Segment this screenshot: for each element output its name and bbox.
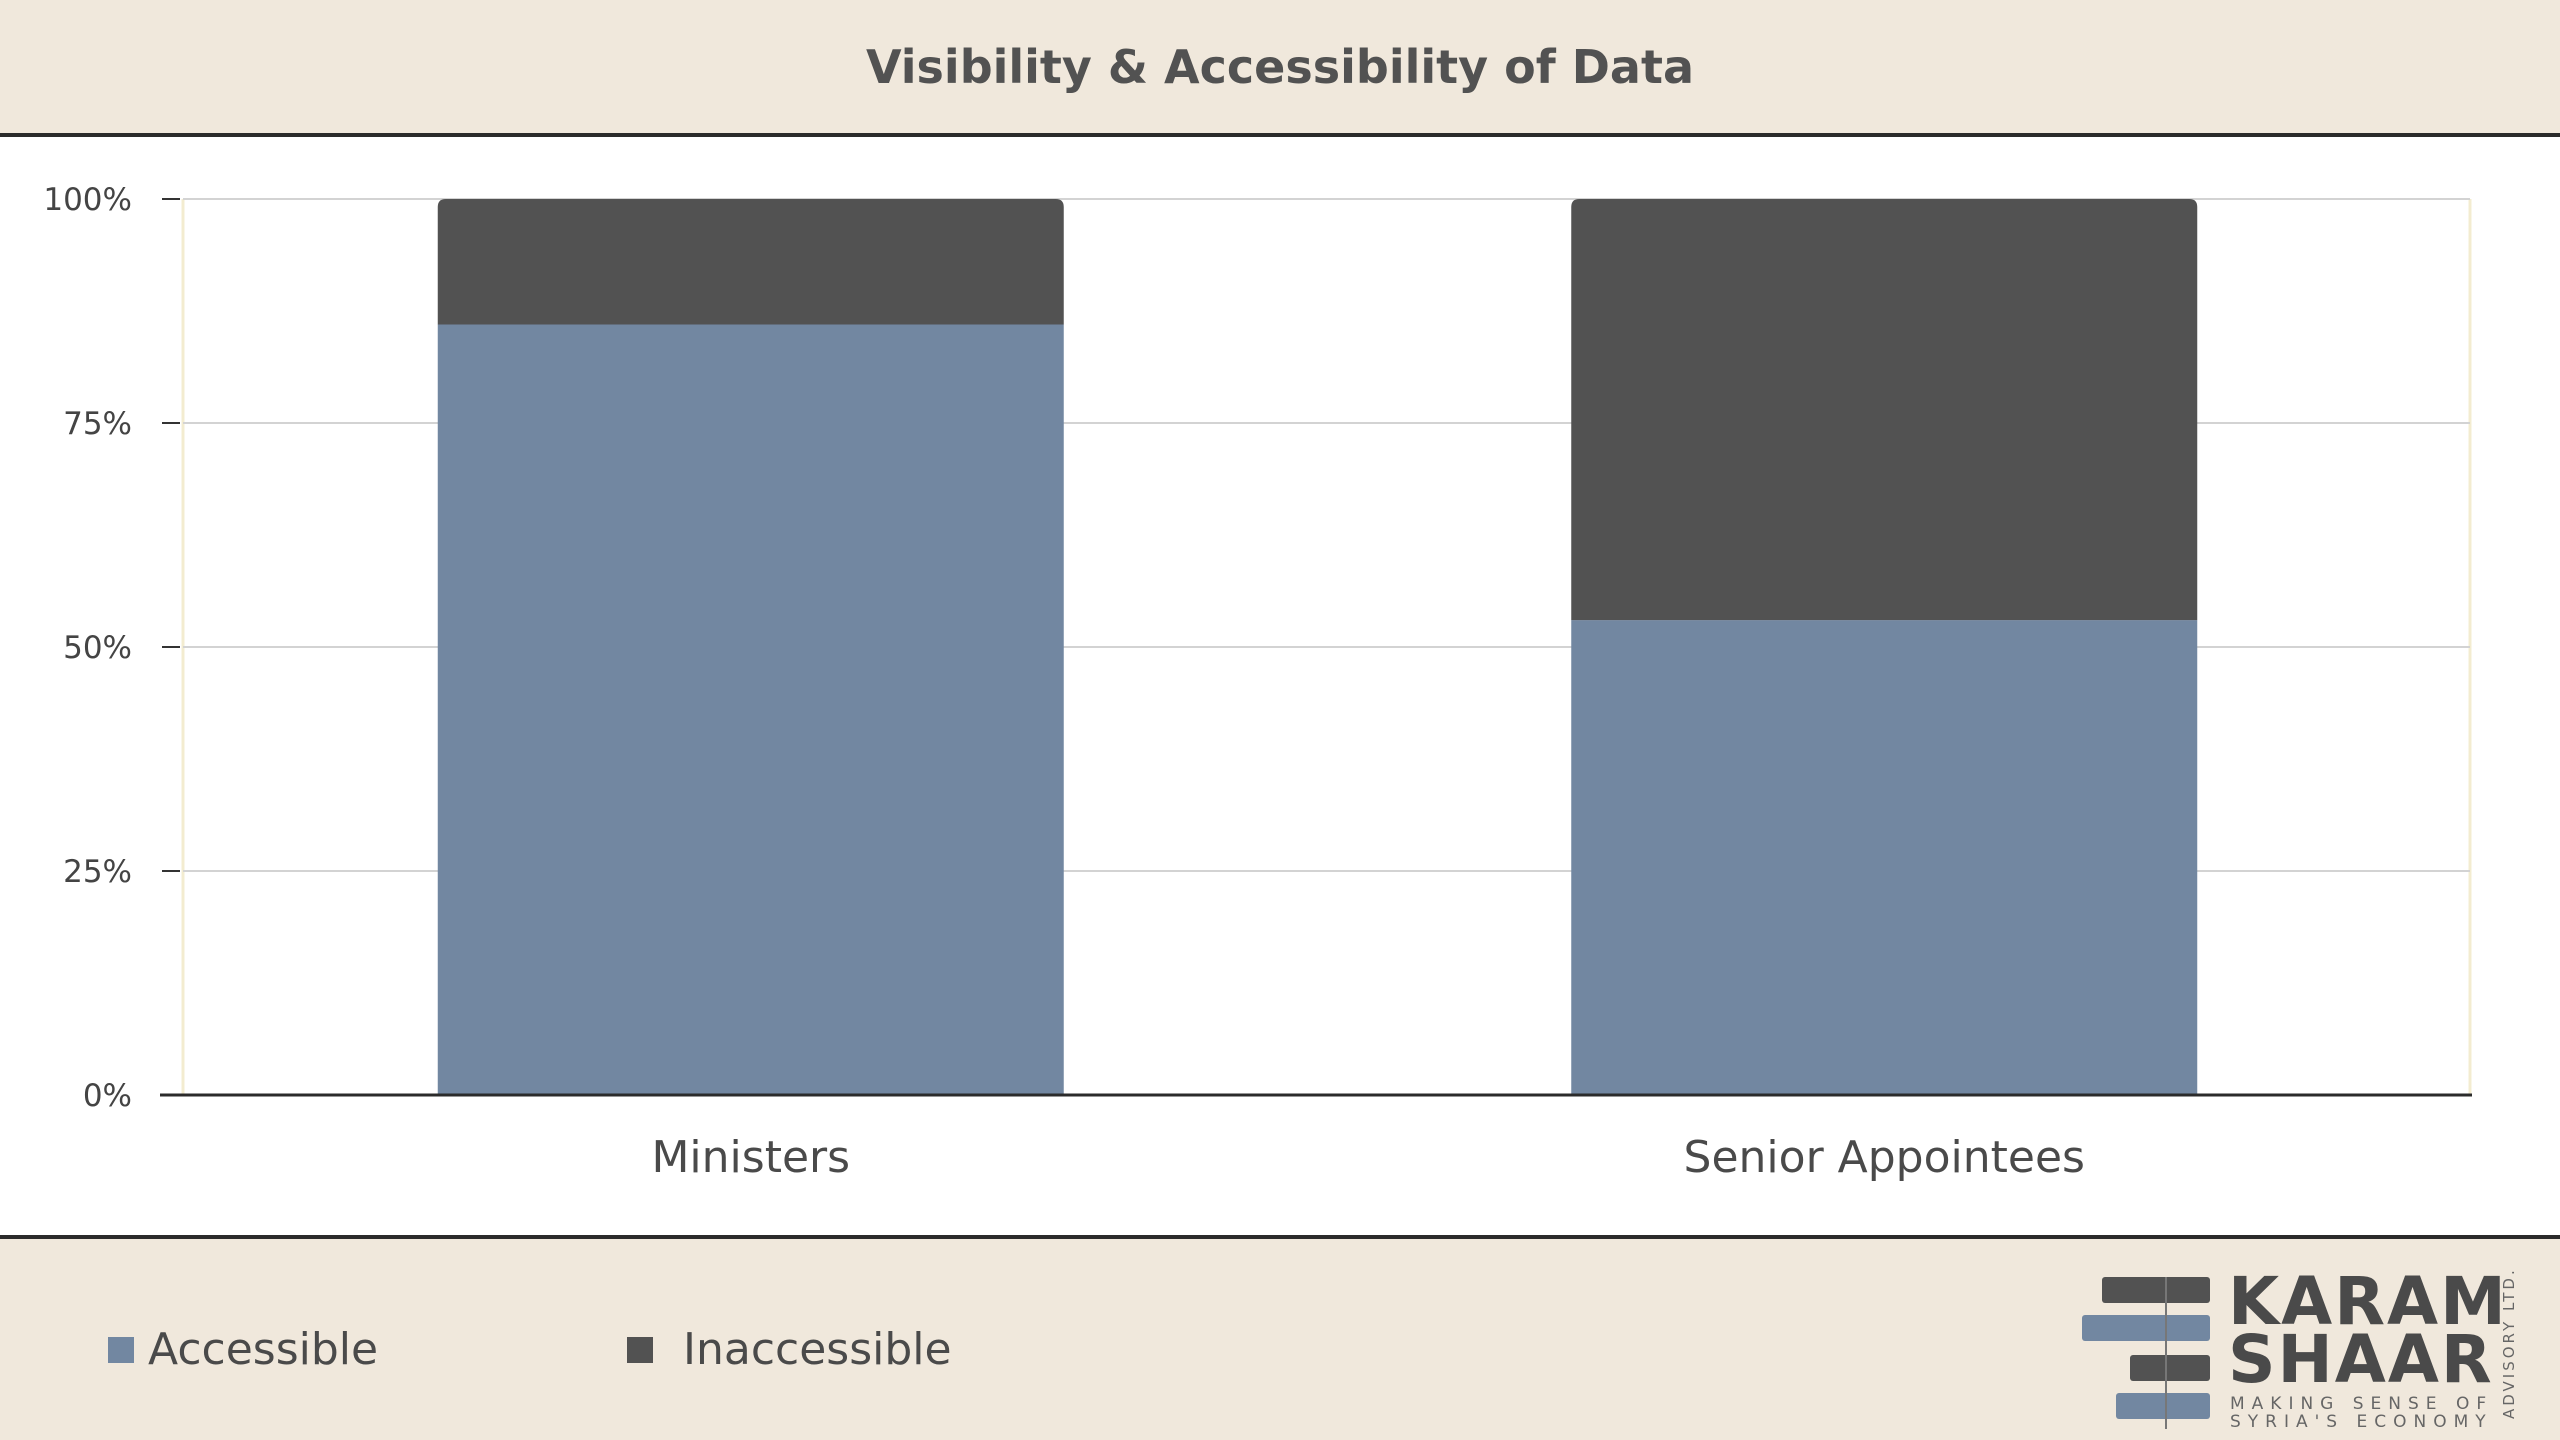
plot-area: 0% 25% 50% 75% 100% Ministers Senior Appointee… <box>0 137 2560 1235</box>
bar-segment-inaccessible <box>1571 199 2198 621</box>
logo-bar-1 <box>2102 1277 2210 1303</box>
y-tick-label: 50% <box>63 630 132 666</box>
y-tick-label: 25% <box>63 854 132 890</box>
logo-side-text: ADVISORY LTD. <box>2500 1267 2518 1419</box>
logo-word-karam: KARAM <box>2228 1263 2508 1340</box>
legend-item-inaccessible: Inaccessible <box>627 1324 952 1375</box>
chart-title: Visibility & Accessibility of Data <box>865 39 1695 94</box>
legend-swatch-accessible <box>108 1336 134 1363</box>
y-tick-label: 75% <box>63 406 132 442</box>
chart-footer: Accessible Inaccessible KARAM SHAAR MAKI… <box>0 1235 2560 1440</box>
logo-tagline-1: MAKING SENSE OF <box>2230 1394 2494 1414</box>
chart-svg: 0% 25% 50% 75% 100% Ministers Senior Appointee… <box>43 182 2472 1183</box>
y-tick-label: 100% <box>43 182 132 218</box>
bar-segment-accessible <box>437 324 1064 1095</box>
logo-bar-2 <box>2082 1315 2210 1341</box>
legend-item-accessible: Accessible <box>108 1324 378 1375</box>
legend-label-inaccessible: Inaccessible <box>683 1324 952 1375</box>
logo-word-shaar: SHAAR <box>2228 1321 2494 1398</box>
legend-swatch-inaccessible <box>627 1336 653 1363</box>
legend-label-accessible: Accessible <box>148 1324 379 1375</box>
logo-bar-3 <box>2130 1355 2210 1381</box>
bar-segment-inaccessible <box>437 199 1064 325</box>
x-tick-label: Ministers <box>651 1132 850 1183</box>
logo-bar-4 <box>2116 1393 2210 1419</box>
chart-header: Visibility & Accessibility of Data <box>0 0 2560 137</box>
logo-tagline-2: SYRIA'S ECONOMY <box>2230 1412 2493 1432</box>
company-logo: KARAM SHAAR MAKING SENSE OF SYRIA'S ECON… <box>2080 1263 2530 1434</box>
x-tick-label: Senior Appointees <box>1684 1132 2085 1183</box>
y-tick-label: 0% <box>83 1078 132 1114</box>
logo-divider <box>2165 1277 2167 1429</box>
bar-segment-accessible <box>1571 620 2198 1095</box>
